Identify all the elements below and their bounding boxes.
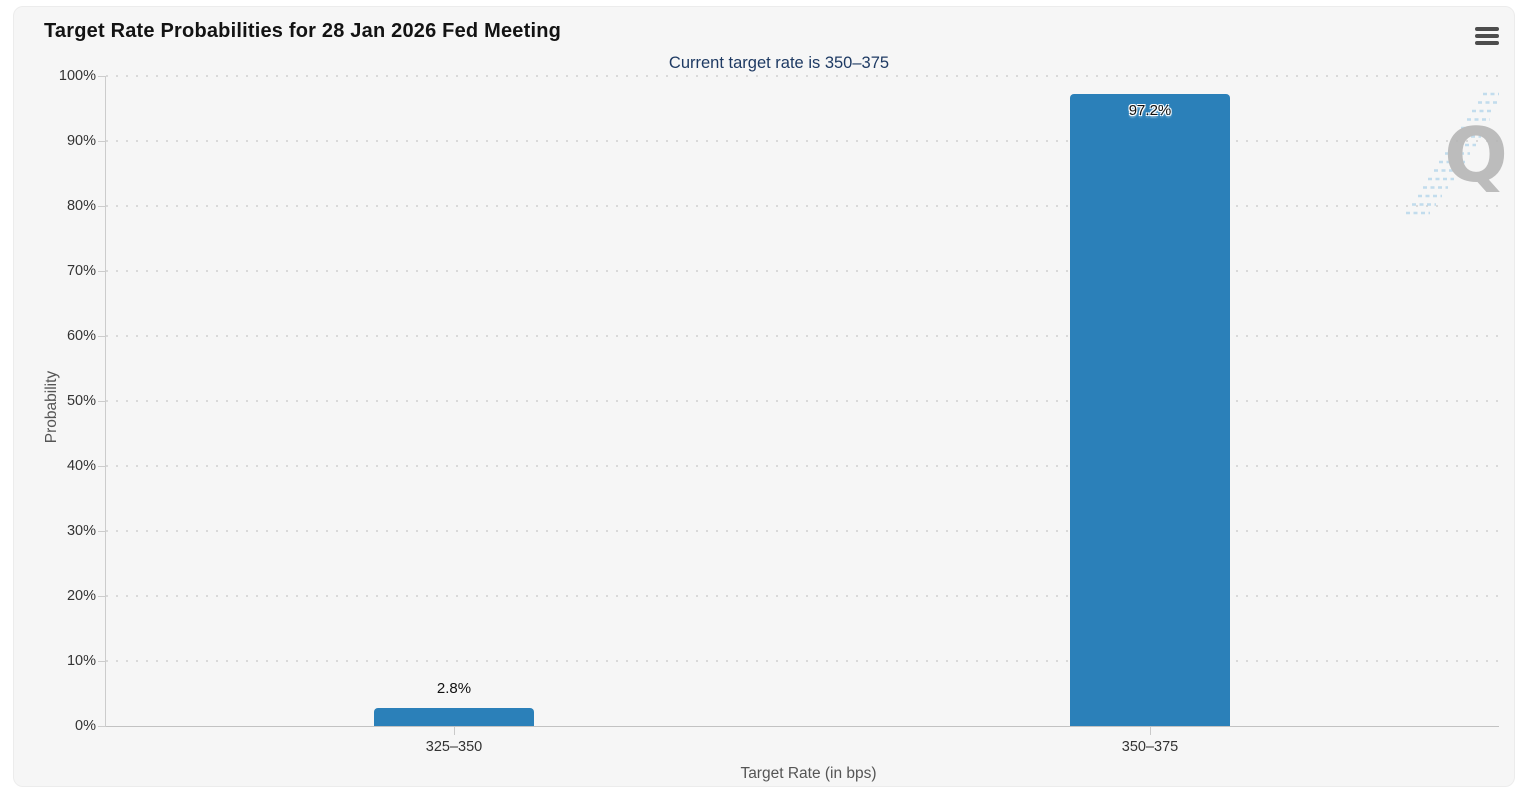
gridline	[106, 75, 1498, 77]
y-tick-label: 70%	[66, 263, 96, 279]
y-tick-label: 30%	[66, 523, 96, 539]
chart-card: Target Rate Probabilities for 28 Jan 202…	[13, 6, 1515, 787]
chart-title: Target Rate Probabilities for 28 Jan 202…	[44, 20, 562, 42]
bar-value-label: 2.8%	[436, 679, 472, 697]
bar-350–375[interactable]	[1070, 94, 1230, 726]
x-axis-title: Target Rate (in bps)	[740, 765, 877, 782]
hamburger-menu-icon[interactable]	[1475, 27, 1499, 45]
y-tick-label: 20%	[66, 588, 96, 604]
gridline	[106, 140, 1498, 142]
y-tick-mark	[98, 401, 106, 402]
chart-subtitle: Current target rate is 350–375	[668, 54, 890, 72]
x-tick-label: 350–375	[1121, 739, 1179, 755]
bar-value-label: 97.2%	[1128, 102, 1172, 120]
quikstrike-watermark-icon: Q	[1406, 92, 1508, 215]
gridline	[106, 335, 1498, 337]
y-tick-label: 0%	[75, 718, 96, 734]
y-tick-mark	[98, 206, 106, 207]
hamburger-bar	[1475, 41, 1499, 45]
plot-area: 0% 10% 20% 30% 40% 50% 60% 70% 80% 90% 100% 2.8% 325…	[59, 68, 1499, 755]
y-tick-label: 40%	[66, 458, 96, 474]
hamburger-bar	[1475, 34, 1499, 38]
gridline	[106, 530, 1498, 532]
gridline	[106, 205, 1498, 207]
x-tick-mark	[1150, 727, 1151, 735]
y-tick-mark	[98, 466, 106, 467]
gridline	[106, 595, 1498, 597]
gridline	[106, 400, 1498, 402]
x-tick-label: 325–350	[425, 739, 483, 755]
gridline	[106, 270, 1498, 272]
y-tick-mark	[98, 661, 106, 662]
y-tick-mark	[98, 531, 106, 532]
y-tick-label: 100%	[58, 68, 96, 84]
y-tick-label: 50%	[66, 393, 96, 409]
gridline	[106, 660, 1498, 662]
x-tick-mark	[454, 727, 455, 735]
y-tick-mark	[98, 271, 106, 272]
y-tick-label: 80%	[66, 198, 96, 214]
watermark-letter: Q	[1444, 111, 1508, 199]
y-tick-mark	[98, 336, 106, 337]
y-tick-mark	[98, 726, 106, 727]
y-tick-label: 60%	[66, 328, 96, 344]
gridline	[106, 465, 1498, 467]
x-axis-line	[105, 726, 1499, 727]
bar-325–350[interactable]	[374, 707, 534, 726]
hamburger-bar	[1475, 27, 1499, 31]
y-tick-mark	[98, 141, 106, 142]
y-tick-mark	[98, 76, 106, 77]
y-tick-mark	[98, 596, 106, 597]
y-tick-label: 10%	[66, 653, 96, 669]
y-tick-label: 90%	[66, 133, 96, 149]
